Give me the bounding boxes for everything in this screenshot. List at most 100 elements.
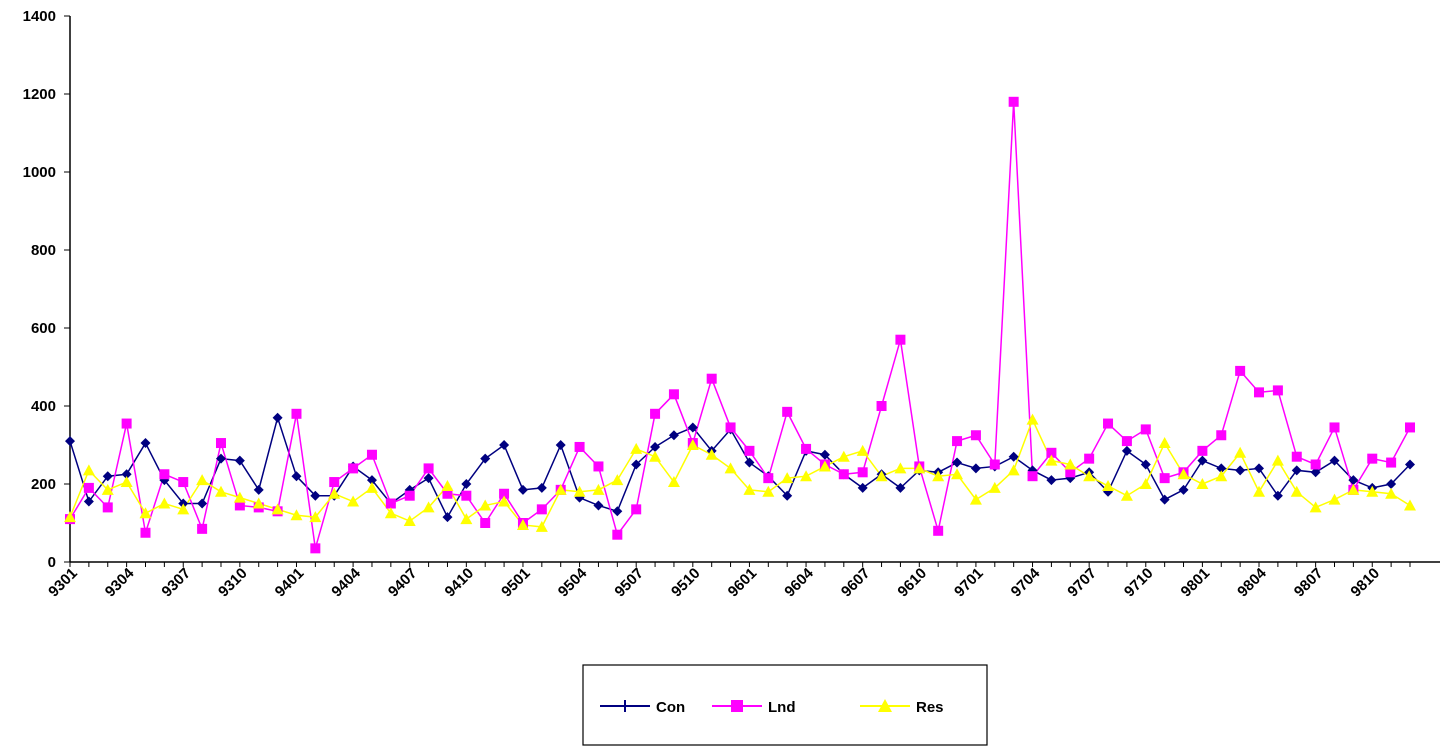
point [1235, 365, 1246, 376]
point [423, 473, 434, 484]
point [234, 455, 245, 466]
x-tick-label: 9401 [272, 565, 308, 601]
point [329, 477, 340, 488]
point [1121, 436, 1132, 447]
x-tick-label: 9610 [895, 565, 931, 601]
point [139, 507, 152, 519]
point [310, 490, 321, 501]
point [1253, 485, 1266, 497]
point [837, 450, 850, 462]
point [1197, 455, 1208, 466]
point [272, 412, 283, 423]
point [932, 470, 945, 482]
point [499, 488, 510, 499]
x-tick-label: 9410 [442, 565, 478, 601]
point [782, 490, 793, 501]
point [215, 453, 226, 464]
x-tick-label: 9307 [158, 565, 194, 601]
point [952, 457, 963, 468]
point [291, 408, 302, 419]
point [234, 500, 245, 511]
point [1291, 451, 1302, 462]
point [1008, 96, 1019, 107]
point [536, 504, 547, 515]
point [120, 476, 133, 488]
point [365, 481, 378, 493]
point [951, 468, 964, 480]
point [366, 475, 377, 486]
point [744, 445, 755, 456]
point [442, 488, 453, 499]
point [819, 449, 830, 460]
point [743, 483, 756, 495]
point [140, 438, 151, 449]
point [1272, 490, 1283, 501]
point [197, 498, 208, 509]
point [1083, 470, 1096, 482]
x-tick-label: 9701 [951, 565, 987, 601]
x-tick-label: 9510 [668, 565, 704, 601]
point [1404, 499, 1416, 511]
point [102, 502, 113, 513]
x-tick-label: 9801 [1178, 565, 1214, 601]
point [782, 406, 793, 417]
point [1084, 453, 1095, 464]
point [650, 441, 661, 452]
point [1309, 501, 1322, 513]
point [1121, 445, 1132, 456]
point [969, 493, 982, 505]
point [573, 485, 586, 497]
x-tick-label: 9404 [328, 564, 364, 600]
point [499, 440, 510, 450]
point [762, 485, 775, 497]
point [970, 430, 981, 441]
point [536, 482, 547, 493]
point [1159, 494, 1170, 505]
point [1140, 459, 1151, 470]
y-tick-label: 400 [31, 398, 56, 415]
point [1196, 478, 1209, 489]
point [1329, 422, 1340, 433]
point [1103, 418, 1114, 429]
point [480, 518, 491, 528]
point [781, 472, 794, 484]
point [952, 436, 963, 447]
point [196, 474, 209, 486]
point [197, 523, 208, 534]
point [1008, 451, 1019, 462]
point [1102, 479, 1115, 491]
legend-label: Lnd [768, 699, 796, 716]
point [801, 443, 812, 454]
point [366, 449, 377, 460]
series-line [69, 417, 1411, 528]
point [1216, 430, 1227, 441]
point [461, 479, 472, 489]
legend-marker [878, 699, 892, 712]
point [876, 401, 887, 411]
point [631, 459, 642, 470]
point [895, 482, 906, 493]
point [630, 442, 643, 454]
y-tick-label: 1400 [23, 8, 56, 25]
x-tick-label: 9810 [1347, 565, 1383, 601]
point [1215, 470, 1228, 482]
point [348, 463, 359, 474]
point [857, 482, 868, 493]
x-tick-label: 9507 [611, 565, 647, 601]
point [1064, 458, 1077, 470]
point [592, 483, 605, 495]
y-tick-label: 200 [31, 476, 56, 493]
point [252, 497, 265, 509]
point [385, 498, 396, 509]
point [214, 485, 227, 497]
legend-label: Res [916, 699, 944, 716]
point [989, 459, 1000, 470]
point [1405, 422, 1415, 433]
point [1271, 454, 1284, 466]
point [1046, 447, 1057, 458]
point [517, 484, 528, 495]
x-tick-label: 9710 [1121, 565, 1157, 601]
point [687, 422, 698, 433]
point [101, 483, 114, 495]
point [1045, 454, 1058, 466]
